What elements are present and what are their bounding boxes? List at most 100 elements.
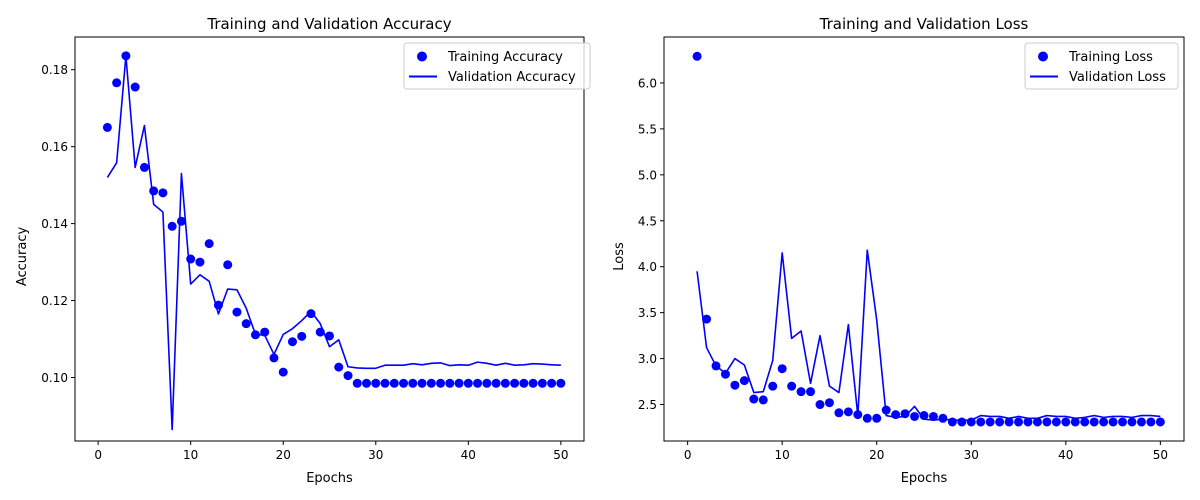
loss-training-point bbox=[1118, 417, 1128, 427]
accuracy-training-point bbox=[334, 362, 344, 372]
loss-training-point bbox=[806, 387, 816, 397]
accuracy-x-tick-label: 40 bbox=[461, 448, 476, 462]
loss-training-point bbox=[985, 417, 995, 427]
loss-training-point bbox=[938, 413, 948, 423]
loss-training-point bbox=[947, 417, 957, 427]
accuracy-validation-line bbox=[106, 55, 561, 431]
accuracy-training-point bbox=[278, 367, 288, 377]
loss-training-point bbox=[910, 411, 920, 421]
loss-training-point bbox=[1099, 417, 1109, 427]
accuracy-training-point bbox=[491, 378, 501, 388]
loss-training-point bbox=[1014, 417, 1024, 427]
accuracy-training-point bbox=[537, 378, 547, 388]
accuracy-training-point bbox=[269, 353, 279, 363]
loss-plot-frame bbox=[663, 36, 1185, 442]
accuracy-training-point bbox=[223, 260, 233, 270]
accuracy-training-point bbox=[454, 378, 464, 388]
loss-training-point bbox=[1042, 417, 1052, 427]
accuracy-x-tick-label: 30 bbox=[368, 448, 383, 462]
accuracy-legend: Training Accuracy Validation Accuracy bbox=[403, 42, 591, 90]
loss-training-point bbox=[787, 381, 797, 391]
accuracy-training-point bbox=[139, 162, 149, 172]
loss-x-tick-label: 30 bbox=[964, 448, 979, 462]
accuracy-training-point bbox=[287, 337, 297, 347]
loss-training-point bbox=[796, 387, 806, 397]
loss-axis-ticks: 0 10 20 30 40 50 2.5 3.0 3.5 4.0 4.5 5.0 5.5 6.0 bbox=[638, 76, 1168, 462]
accuracy-training-point bbox=[556, 378, 566, 388]
loss-training-point bbox=[749, 394, 759, 404]
accuracy-training-point bbox=[547, 378, 557, 388]
loss-training-point bbox=[976, 417, 986, 427]
loss-training-point bbox=[919, 411, 929, 421]
loss-training-point bbox=[1070, 417, 1080, 427]
loss-training-point bbox=[815, 400, 825, 410]
loss-chart-title: Training and Validation Loss bbox=[819, 15, 1029, 33]
accuracy-x-tick-label: 50 bbox=[553, 448, 568, 462]
loss-x-tick-label: 50 bbox=[1153, 448, 1168, 462]
accuracy-training-point bbox=[528, 378, 538, 388]
loss-training-point bbox=[928, 411, 938, 421]
accuracy-training-point bbox=[102, 122, 112, 132]
loss-training-point bbox=[995, 417, 1005, 427]
accuracy-training-point bbox=[426, 378, 436, 388]
loss-y-tick-label: 4.5 bbox=[638, 214, 657, 228]
loss-legend-label-training: Training Loss bbox=[1068, 50, 1153, 65]
loss-y-tick-label: 2.5 bbox=[638, 398, 657, 412]
accuracy-x-tick-label: 20 bbox=[276, 448, 291, 462]
accuracy-training-point bbox=[519, 378, 529, 388]
loss-legend-marker-training bbox=[1038, 51, 1048, 62]
accuracy-training-point bbox=[158, 188, 168, 198]
accuracy-chart-title: Training and Validation Accuracy bbox=[206, 15, 451, 33]
loss-training-point bbox=[1004, 417, 1014, 427]
accuracy-training-point bbox=[408, 378, 418, 388]
accuracy-x-axis-label: Epochs bbox=[306, 471, 353, 486]
loss-training-point bbox=[1023, 417, 1033, 427]
accuracy-training-point bbox=[399, 378, 409, 388]
accuracy-training-point bbox=[130, 82, 140, 92]
loss-training-point bbox=[957, 417, 967, 427]
accuracy-training-point bbox=[473, 378, 483, 388]
accuracy-training-point bbox=[482, 378, 492, 388]
loss-training-point bbox=[758, 395, 768, 405]
accuracy-y-tick-label: 0.14 bbox=[41, 217, 68, 231]
accuracy-chart: Training and Validation Accuracy Epochs … bbox=[15, 15, 591, 486]
loss-x-tick-label: 10 bbox=[775, 448, 790, 462]
loss-training-point bbox=[739, 376, 749, 386]
loss-validation-line bbox=[696, 249, 1161, 421]
loss-training-point bbox=[834, 408, 844, 418]
accuracy-x-tick-label: 0 bbox=[94, 448, 102, 462]
loss-training-point bbox=[1080, 417, 1090, 427]
accuracy-training-point bbox=[362, 378, 372, 388]
loss-training-point bbox=[1127, 417, 1137, 427]
loss-x-axis-label: Epochs bbox=[901, 471, 948, 486]
loss-y-tick-label: 6.0 bbox=[638, 76, 657, 90]
loss-training-point bbox=[843, 407, 853, 417]
loss-legend: Training Loss Validation Loss bbox=[1024, 42, 1179, 90]
loss-y-tick-label: 5.0 bbox=[638, 168, 657, 182]
loss-training-point bbox=[862, 413, 872, 423]
accuracy-training-point bbox=[149, 186, 159, 196]
accuracy-training-point bbox=[204, 239, 214, 249]
accuracy-training-point bbox=[371, 378, 381, 388]
loss-training-point bbox=[1108, 417, 1118, 427]
loss-training-point bbox=[1146, 417, 1156, 427]
accuracy-training-point bbox=[500, 378, 510, 388]
loss-x-tick-label: 40 bbox=[1058, 448, 1073, 462]
accuracy-training-point bbox=[167, 221, 177, 231]
loss-legend-box bbox=[1024, 42, 1179, 90]
loss-y-tick-label: 5.5 bbox=[638, 122, 657, 136]
accuracy-legend-marker-training bbox=[417, 51, 427, 62]
accuracy-training-point bbox=[445, 378, 455, 388]
loss-training-point bbox=[777, 364, 787, 374]
loss-x-tick-label: 0 bbox=[684, 448, 692, 462]
accuracy-training-point bbox=[380, 378, 390, 388]
accuracy-training-point bbox=[436, 378, 446, 388]
accuracy-training-point bbox=[306, 309, 316, 319]
loss-training-point bbox=[730, 380, 740, 390]
accuracy-training-point bbox=[325, 331, 334, 341]
loss-training-point bbox=[1155, 417, 1165, 427]
accuracy-legend-label-validation: Validation Accuracy bbox=[448, 70, 576, 85]
loss-training-point bbox=[702, 314, 712, 324]
accuracy-y-tick-label: 0.10 bbox=[41, 371, 68, 385]
